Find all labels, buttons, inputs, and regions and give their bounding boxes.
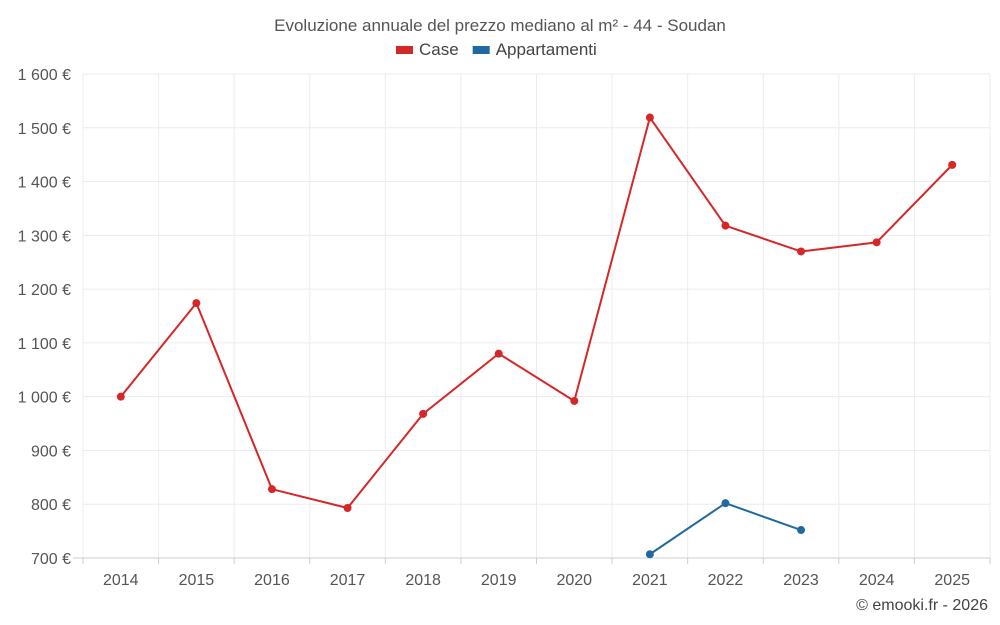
x-gridlines: [82, 74, 991, 558]
x-tick-label: 2022: [708, 572, 744, 589]
series-case: [116, 113, 957, 512]
data-point-case[interactable]: [948, 160, 957, 169]
series-layer: [116, 113, 957, 559]
x-tick-label: 2018: [405, 572, 441, 589]
x-tick-label: 2020: [556, 572, 592, 589]
data-point-appartamenti[interactable]: [645, 550, 654, 559]
data-point-appartamenti[interactable]: [721, 499, 730, 508]
data-point-case[interactable]: [721, 221, 730, 230]
series-line-case: [120, 116, 953, 509]
legend-label-case[interactable]: Case: [419, 40, 459, 59]
data-point-case[interactable]: [116, 392, 125, 401]
data-point-case[interactable]: [267, 485, 276, 494]
x-tick-labels: 2014 2015 2016 2017 2018 2019 2020 2021 2022 2023…: [103, 572, 970, 589]
y-tick-label: 900 €: [31, 443, 71, 460]
y-tick-label: 1 600 €: [18, 67, 71, 84]
legend-swatch-case: [396, 46, 413, 54]
x-tick-label: 2019: [481, 572, 517, 589]
y-tick-label: 1 200 €: [18, 282, 71, 299]
data-point-appartamenti[interactable]: [797, 526, 806, 535]
y-tick-label: 800 €: [31, 497, 71, 514]
x-tick-label: 2016: [254, 572, 290, 589]
data-point-case[interactable]: [797, 247, 806, 256]
data-point-case[interactable]: [419, 409, 428, 418]
y-tick-label: 1 400 €: [18, 175, 71, 192]
x-tick-label: 2017: [330, 572, 366, 589]
x-tick-label: 2014: [103, 572, 139, 589]
y-tick-label: 1 500 €: [18, 121, 71, 138]
y-tick-label: 700 €: [31, 551, 71, 568]
x-tick-label: 2021: [632, 572, 668, 589]
y-tick-label: 1 100 €: [18, 336, 71, 353]
legend-swatch-appartamenti: [472, 46, 490, 54]
y-tick-labels: 700 € 800 € 900 € 1 000 € 1 100 € 1 200 € 1 30…: [18, 67, 71, 568]
x-tick-label: 2025: [934, 572, 970, 589]
series-line-appartamenti: [649, 502, 802, 556]
chart-title: Evoluzione annuale del prezzo mediano al…: [274, 16, 726, 35]
y-tick-label: 1 300 €: [18, 228, 71, 245]
series-appartamenti: [645, 499, 806, 559]
data-point-case[interactable]: [645, 113, 654, 122]
x-tick-label: 2024: [859, 572, 895, 589]
data-point-case[interactable]: [343, 503, 352, 512]
legend: Case Appartamenti: [396, 40, 597, 59]
data-point-case[interactable]: [570, 396, 579, 405]
y-tick-label: 1 000 €: [18, 390, 71, 407]
data-point-case[interactable]: [192, 299, 201, 308]
data-point-case[interactable]: [494, 349, 503, 358]
axes: [73, 557, 991, 564]
x-tick-label: 2023: [783, 572, 819, 589]
data-point-case[interactable]: [872, 238, 881, 247]
legend-label-appartamenti[interactable]: Appartamenti: [496, 40, 597, 59]
x-tick-label: 2015: [179, 572, 215, 589]
credit-text: © emooki.fr - 2026: [856, 597, 988, 614]
